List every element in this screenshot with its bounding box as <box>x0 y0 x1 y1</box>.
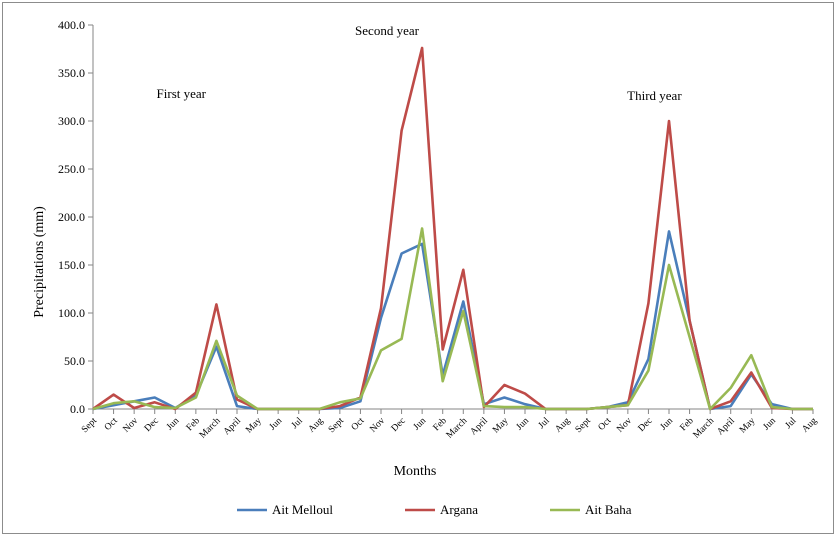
x-tick-label: Jun <box>659 416 676 433</box>
x-tick-label: Oct <box>103 416 120 433</box>
x-tick-label: Sept <box>80 416 99 435</box>
y-tick-label: 100.0 <box>58 306 85 320</box>
x-tick-label: Jun <box>762 416 779 433</box>
x-tick-label: Jul <box>290 416 305 431</box>
y-tick-label: 50.0 <box>64 354 85 368</box>
annotation-label: Second year <box>355 23 420 38</box>
x-tick-label: Dec <box>637 416 655 434</box>
x-tick-label: May <box>491 416 511 436</box>
x-tick-label: Nov <box>368 416 387 435</box>
x-tick-label: Nov <box>615 416 634 435</box>
x-tick-label: May <box>244 416 264 436</box>
series-line-ait-baha <box>92 227 813 411</box>
x-tick-label: Sept <box>327 416 346 435</box>
x-tick-label: Aug <box>307 416 326 435</box>
x-tick-label: Jul <box>784 416 799 431</box>
y-tick-label: 400.0 <box>58 18 85 32</box>
annotation-label: First year <box>157 86 207 101</box>
y-axis-title: Precipitations (mm) <box>32 206 47 318</box>
x-tick-label: March <box>445 416 470 441</box>
x-tick-label: May <box>738 416 758 436</box>
y-tick-label: 250.0 <box>58 162 85 176</box>
x-tick-label: April <box>222 416 244 438</box>
x-tick-label: Oct <box>597 416 614 433</box>
x-tick-label: Dec <box>390 416 408 434</box>
legend-label: Argana <box>440 502 478 517</box>
x-tick-label: Aug <box>554 416 573 435</box>
annotation-label: Third year <box>627 88 682 103</box>
x-tick-label: April <box>716 416 738 438</box>
x-tick-label: Jun <box>165 416 182 433</box>
x-tick-label: March <box>198 416 223 441</box>
x-tick-label: Oct <box>350 416 367 433</box>
x-tick-label: Jun <box>515 416 532 433</box>
x-tick-label: March <box>692 416 717 441</box>
x-tick-label: Nov <box>122 416 141 435</box>
y-tick-label: 300.0 <box>58 114 85 128</box>
x-tick-label: Jun <box>412 416 429 433</box>
y-tick-label: 350.0 <box>58 66 85 80</box>
x-tick-label: Jun <box>268 416 285 433</box>
series-line-argana <box>92 46 813 411</box>
x-tick-label: Sept <box>574 416 593 435</box>
x-tick-label: Dec <box>143 416 161 434</box>
x-tick-label: April <box>469 416 491 438</box>
x-axis-title: Months <box>394 464 437 479</box>
y-tick-label: 150.0 <box>58 258 85 272</box>
legend-label: Ait Melloul <box>272 502 333 517</box>
legend-label: Ait Baha <box>585 502 632 517</box>
x-tick-label: Jul <box>537 416 552 431</box>
x-tick-label: Aug <box>800 416 819 435</box>
y-tick-label: 200.0 <box>58 210 85 224</box>
y-tick-label: 0.0 <box>70 402 85 416</box>
